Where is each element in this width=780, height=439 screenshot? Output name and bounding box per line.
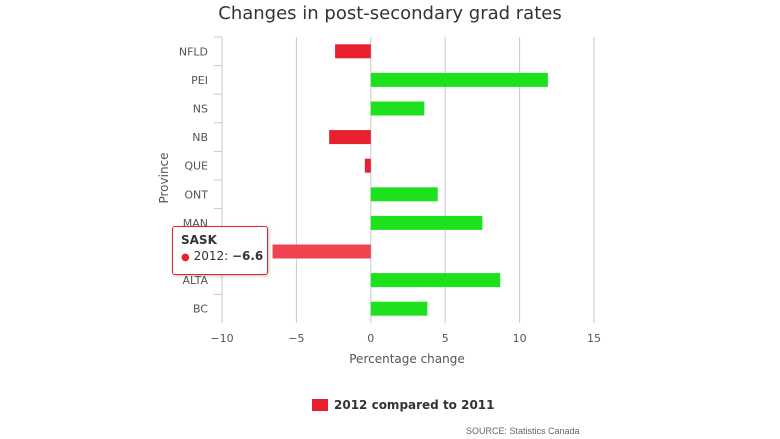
x-tick-label: −10	[210, 332, 233, 345]
chart-title: Changes in post-secondary grad rates	[218, 3, 562, 24]
legend[interactable]: 2012 compared to 2011	[312, 398, 495, 412]
y-tick-label: NS	[193, 103, 208, 116]
source-note: SOURCE: Statistics Canada	[466, 426, 580, 436]
bar-sask[interactable]	[272, 244, 371, 259]
bar-nfld[interactable]	[335, 44, 371, 59]
y-tick-label: NB	[192, 131, 208, 144]
bar-alta[interactable]	[370, 273, 501, 288]
x-tick-label: 5	[442, 332, 449, 345]
bar-nb[interactable]	[329, 130, 371, 145]
y-axis-label: Province	[157, 152, 171, 203]
bars	[272, 44, 548, 316]
bar-pei[interactable]	[370, 72, 548, 87]
y-tick-label: NFLD	[179, 45, 208, 58]
series-dot-icon: ●	[181, 252, 190, 263]
bar-que[interactable]	[364, 158, 371, 173]
y-tick-label: ONT	[184, 188, 208, 201]
legend-label: 2012 compared to 2011	[334, 398, 495, 412]
y-tick-label: BC	[193, 303, 208, 316]
bar-ont[interactable]	[370, 187, 438, 202]
bar-ns[interactable]	[370, 101, 425, 116]
tooltip: SASK ● 2012: −6.6	[172, 226, 268, 275]
x-tick-label: 10	[513, 332, 527, 345]
tooltip-title: SASK	[181, 233, 217, 247]
bar-bc[interactable]	[370, 301, 428, 316]
x-axis-label: Percentage change	[349, 352, 464, 366]
tooltip-value-line: ● 2012: −6.6	[181, 249, 263, 263]
y-tick-labels: NFLDPEINSNBQUEONTMANSASKALTABC	[179, 36, 223, 323]
legend-swatch	[312, 399, 328, 411]
bar-man[interactable]	[370, 215, 483, 230]
tooltip-value: −6.6	[231, 249, 264, 263]
x-tick-label: −5	[288, 332, 304, 345]
y-tick-label: QUE	[184, 160, 208, 173]
y-tick-label: PEI	[191, 74, 208, 87]
y-tick-label: ALTA	[182, 274, 208, 287]
x-tick-label: 15	[587, 332, 601, 345]
x-tick-label: 0	[367, 332, 374, 345]
x-tick-labels: −10 −5 0 5 10 15	[210, 332, 601, 345]
tooltip-series-label: 2012:	[193, 249, 232, 263]
